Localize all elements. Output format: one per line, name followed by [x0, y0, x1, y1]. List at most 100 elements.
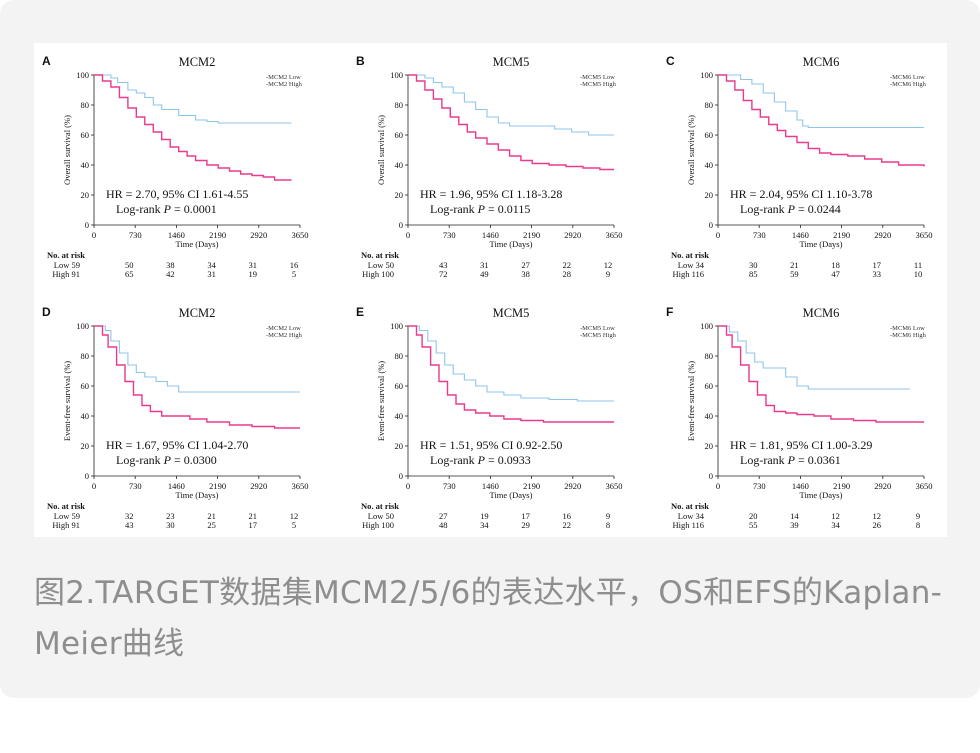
risk-count-low: 19: [480, 511, 489, 521]
y-tick-label: 40: [81, 411, 90, 421]
logrank-text: Log-rank P = 0.0115: [430, 202, 530, 216]
risk-count-low: 43: [439, 260, 448, 270]
risk-count-high: 38: [521, 269, 530, 279]
km-panel-e: E MCM5 0 20 40 60 80 100 0 730 1460 2190 2920 3650 Tim…: [356, 305, 623, 530]
risk-count-low: 17: [521, 511, 530, 521]
legend-entry-low: -MCM6 Low: [890, 325, 925, 332]
risk-label-high: High 116: [672, 520, 704, 530]
legend-entry-low: -MCM2 Low: [266, 74, 301, 81]
risk-count-low: 38: [166, 260, 175, 270]
legend-entry-low: -MCM5 Low: [580, 325, 615, 332]
high-expression-curve: [408, 325, 614, 423]
risk-count-low: 9: [606, 511, 610, 521]
x-tick-label: 2920: [564, 481, 581, 491]
y-tick-label: 60: [81, 130, 90, 140]
logrank-text: Log-rank P = 0.0933: [430, 453, 531, 467]
risk-count-low: 50: [125, 260, 134, 270]
panel-letter: E: [356, 305, 364, 319]
y-tick-label: 100: [390, 321, 403, 331]
risk-count-high: 9: [606, 269, 610, 279]
risk-count-low: 34: [207, 260, 216, 270]
panel-title: MCM5: [493, 306, 530, 320]
risk-count-high: 42: [166, 269, 175, 279]
y-axis-label: Event-free survival (%): [376, 361, 386, 441]
y-tick-label: 40: [705, 411, 714, 421]
risk-count-high: 25: [207, 520, 216, 530]
x-axis-label: Time (Days): [490, 239, 533, 249]
x-tick-label: 0: [716, 481, 720, 491]
x-axis-label: Time (Days): [176, 239, 219, 249]
x-tick-label: 2920: [250, 481, 267, 491]
risk-count-high: 65: [125, 269, 134, 279]
x-tick-label: 1460: [168, 230, 185, 240]
risk-count-high: 31: [207, 269, 216, 279]
risk-table-title: No. at risk: [47, 250, 85, 260]
panel-letter: D: [42, 305, 51, 319]
y-tick-label: 100: [700, 321, 713, 331]
risk-count-low: 14: [790, 511, 799, 521]
legend-entry-low: -MCM6 Low: [890, 74, 925, 81]
legend-entry-high: -MCM5 High: [580, 81, 617, 88]
legend-entry-low: -MCM2 Low: [266, 325, 301, 332]
y-axis-label: Overall survival (%): [376, 115, 386, 185]
low-expression-curve: [408, 325, 614, 402]
risk-count-low: 22: [563, 260, 572, 270]
y-tick-label: 60: [705, 130, 714, 140]
y-tick-label: 0: [85, 220, 89, 230]
y-tick-label: 40: [81, 160, 90, 170]
y-tick-label: 80: [395, 100, 404, 110]
x-tick-label: 730: [129, 481, 142, 491]
risk-count-low: 21: [790, 260, 799, 270]
y-tick-label: 80: [395, 351, 404, 361]
x-tick-label: 1460: [482, 481, 499, 491]
x-tick-label: 3650: [606, 230, 623, 240]
risk-count-low: 32: [125, 511, 134, 521]
y-tick-label: 100: [76, 70, 89, 80]
y-axis-label: Overall survival (%): [686, 115, 696, 185]
y-tick-label: 0: [709, 220, 713, 230]
logrank-text: Log-rank P = 0.0244: [740, 202, 841, 216]
risk-count-high: 72: [439, 269, 448, 279]
x-tick-label: 730: [443, 230, 456, 240]
y-tick-label: 0: [709, 471, 713, 481]
x-tick-label: 2920: [874, 481, 891, 491]
panel-letter: A: [42, 54, 51, 68]
legend-entry-high: -MCM5 High: [580, 332, 617, 339]
x-tick-label: 2190: [209, 481, 226, 491]
legend-entry-low: -MCM5 Low: [580, 74, 615, 81]
y-axis-label: Event-free survival (%): [686, 361, 696, 441]
x-tick-label: 3650: [606, 481, 623, 491]
y-tick-label: 60: [395, 381, 404, 391]
panel-letter: C: [666, 54, 675, 68]
high-expression-curve: [718, 325, 924, 423]
x-tick-label: 2190: [209, 230, 226, 240]
y-tick-label: 100: [700, 70, 713, 80]
risk-count-low: 16: [563, 511, 572, 521]
x-axis-label: Time (Days): [800, 490, 843, 500]
risk-count-high: 22: [563, 520, 572, 530]
x-tick-label: 1460: [168, 481, 185, 491]
y-tick-label: 80: [705, 100, 714, 110]
hazard-ratio-text: HR = 1.67, 95% CI 1.04-2.70: [106, 438, 248, 452]
risk-count-low: 16: [290, 260, 299, 270]
x-tick-label: 1460: [482, 230, 499, 240]
risk-count-low: 30: [749, 260, 758, 270]
risk-count-high: 34: [831, 520, 840, 530]
x-tick-label: 2190: [833, 481, 850, 491]
km-figure: A MCM2 0 20 40 60 80 100 0 730 1460 2190 2920 3650 Tim…: [34, 43, 947, 537]
y-tick-label: 80: [81, 351, 90, 361]
risk-count-high: 39: [790, 520, 799, 530]
y-tick-label: 60: [395, 130, 404, 140]
y-tick-label: 100: [76, 321, 89, 331]
y-tick-label: 20: [395, 441, 404, 451]
x-tick-label: 2190: [523, 481, 540, 491]
risk-table-title: No. at risk: [47, 501, 85, 511]
risk-count-low: 23: [166, 511, 175, 521]
hazard-ratio-text: HR = 2.70, 95% CI 1.61-4.55: [106, 187, 248, 201]
y-tick-label: 40: [705, 160, 714, 170]
logrank-text: Log-rank P = 0.0300: [116, 453, 217, 467]
low-expression-curve: [94, 325, 300, 393]
y-tick-label: 80: [705, 351, 714, 361]
risk-count-low: 18: [831, 260, 840, 270]
risk-count-high: 28: [563, 269, 572, 279]
